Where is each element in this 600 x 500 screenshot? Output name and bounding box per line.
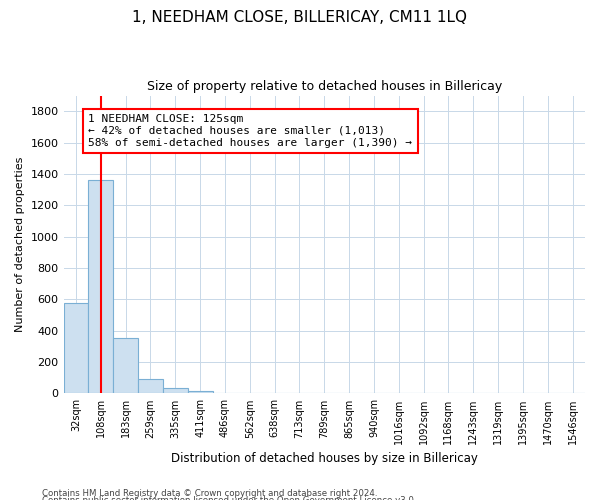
Text: 1, NEEDHAM CLOSE, BILLERICAY, CM11 1LQ: 1, NEEDHAM CLOSE, BILLERICAY, CM11 1LQ: [133, 10, 467, 25]
Bar: [88, 180, 113, 394]
Bar: [188, 390, 212, 394]
Text: Contains public sector information licensed under the Open Government Licence v3: Contains public sector information licen…: [42, 496, 416, 500]
Bar: [138, 378, 163, 394]
Bar: [113, 338, 138, 394]
Text: Contains HM Land Registry data © Crown copyright and database right 2024.: Contains HM Land Registry data © Crown c…: [42, 488, 377, 498]
Bar: [64, 302, 88, 394]
X-axis label: Distribution of detached houses by size in Billericay: Distribution of detached houses by size …: [171, 452, 478, 465]
Title: Size of property relative to detached houses in Billericay: Size of property relative to detached ho…: [146, 80, 502, 93]
Text: 1 NEEDHAM CLOSE: 125sqm
← 42% of detached houses are smaller (1,013)
58% of semi: 1 NEEDHAM CLOSE: 125sqm ← 42% of detache…: [88, 114, 412, 148]
Bar: [163, 388, 188, 394]
Y-axis label: Number of detached properties: Number of detached properties: [15, 157, 25, 332]
